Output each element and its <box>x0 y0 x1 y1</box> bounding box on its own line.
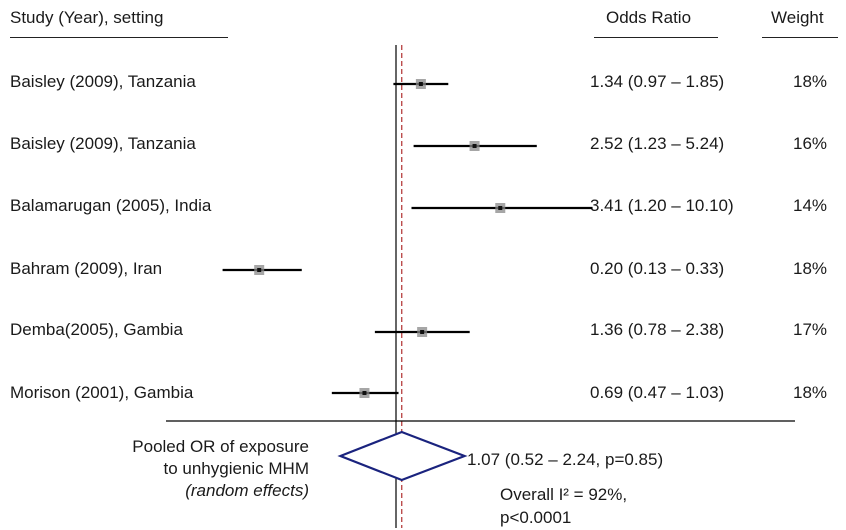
study-label: Baisley (2009), Tanzania <box>10 72 196 91</box>
study-label: Bahram (2009), Iran <box>10 259 163 278</box>
study-label: Demba(2005), Gambia <box>10 320 183 339</box>
point-estimate-center <box>472 144 477 148</box>
or-header-underline <box>594 37 718 38</box>
study-or-text: 2.52 (1.23 – 5.24) <box>590 134 725 153</box>
point-estimate-center <box>418 82 423 86</box>
study-weight: 18% <box>793 259 828 278</box>
point-estimate-center <box>257 268 262 272</box>
study-column-header: Study (Year), setting <box>10 8 164 27</box>
point-estimate-center <box>362 391 367 395</box>
study-or-text: 0.20 (0.13 – 0.33) <box>590 259 725 278</box>
pooled-diamond <box>337 430 468 482</box>
pooled-or-text: 1.07 (0.52 – 2.24, p=0.85) <box>467 450 664 469</box>
pooled-label-line3: (random effects) <box>185 481 309 500</box>
study-weight: 16% <box>793 134 828 153</box>
heterogeneity-line1: Overall I² = 92%, <box>500 485 628 504</box>
study-weight: 18% <box>793 383 828 402</box>
study-header-underline <box>10 37 228 38</box>
study-or-text: 1.36 (0.78 – 2.38) <box>590 320 725 339</box>
study-weight: 18% <box>793 72 828 91</box>
pooled-label: Pooled OR of exposure to unhygienic MHM … <box>132 436 309 502</box>
point-estimate-center <box>420 330 425 334</box>
point-estimate-center <box>498 206 503 210</box>
study-weight: 14% <box>793 196 828 215</box>
weight-header-underline <box>762 37 838 38</box>
study-label: Morison (2001), Gambia <box>10 383 194 402</box>
heterogeneity-line2: p<0.0001 <box>500 508 572 527</box>
study-label: Balamarugan (2005), India <box>10 196 212 215</box>
study-label: Baisley (2009), Tanzania <box>10 134 196 153</box>
study-or-text: 3.41 (1.20 – 10.10) <box>590 196 734 215</box>
odds-ratio-column-header: Odds Ratio <box>606 8 692 27</box>
pooled-label-line2: to unhygienic MHM <box>163 459 309 478</box>
pooled-label-line1: Pooled OR of exposure <box>132 437 309 456</box>
study-or-text: 0.69 (0.47 – 1.03) <box>590 383 725 402</box>
study-weight: 17% <box>793 320 828 339</box>
study-or-text: 1.34 (0.97 – 1.85) <box>590 72 725 91</box>
weight-column-header: Weight <box>771 8 824 27</box>
